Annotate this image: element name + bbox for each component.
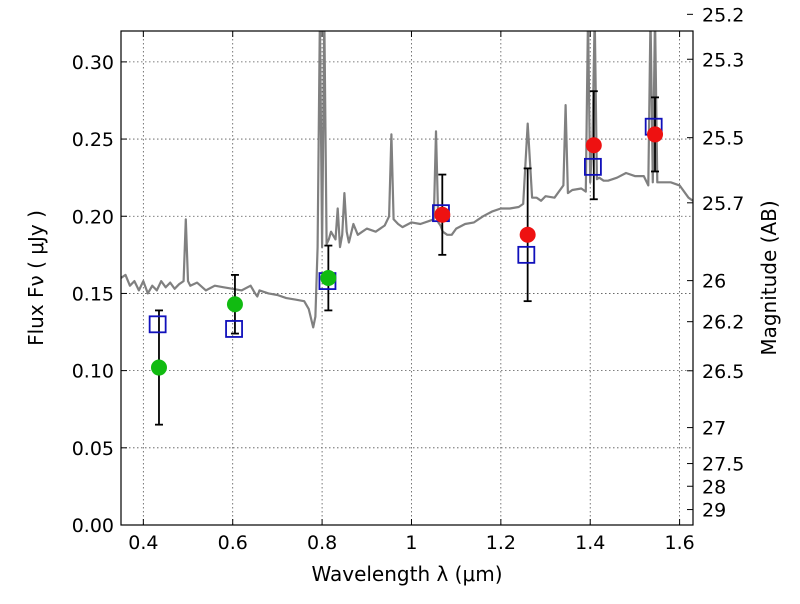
y-axis-label: Flux Fν ( μJy ) [24, 210, 48, 346]
model-photometry-square [584, 157, 602, 176]
flux-point [519, 226, 536, 243]
x-axis-ticks: 0.4 0.6 0.8 1 1.2 1.4 1.6 [128, 31, 695, 554]
flux-point [434, 206, 451, 223]
y-tick-label: 0.20 [72, 206, 114, 228]
right-tick-label: 25.7 [702, 193, 744, 215]
flux-point [647, 126, 664, 143]
model-photometry-square [517, 245, 536, 264]
right-tick-label: 29 [702, 500, 726, 522]
model-photometry-square [148, 315, 167, 334]
x-tick-label: 0.4 [128, 532, 158, 554]
x-tick-label: 1.6 [664, 532, 694, 554]
y-tick-label: 0.05 [72, 438, 114, 460]
right-tick-label: 28 [702, 476, 726, 498]
right-tick-label: 26.2 [702, 312, 744, 334]
right-axis-label: Magnitude (AB) [757, 200, 781, 355]
right-tick-label: 25.2 [702, 4, 744, 26]
right-tick-label: 26.5 [702, 361, 744, 383]
x-tick-label: 1 [405, 532, 417, 554]
grid-lines [121, 31, 693, 525]
x-axis-label: Wavelength λ (μm) [311, 562, 502, 586]
model-spectrum-series [121, 31, 693, 329]
y-axis-ticks: 0.00 0.05 0.10 0.15 0.20 0.25 0.30 [72, 52, 127, 537]
model-photometry-square [225, 320, 243, 338]
plot-frame [120, 30, 694, 526]
y-tick-label: 0.00 [72, 515, 114, 537]
right-tick-label: 27 [702, 418, 726, 440]
right-tick-label: 25.5 [702, 128, 744, 150]
x-tick-label: 0.8 [307, 532, 337, 554]
flux-point [150, 359, 167, 376]
x-tick-label: 1.4 [575, 532, 605, 554]
y-tick-label: 0.30 [72, 52, 114, 74]
flux-point [585, 137, 602, 154]
right-tick-label: 27.5 [702, 454, 744, 476]
x-tick-label: 0.6 [218, 532, 248, 554]
y-tick-label: 0.15 [72, 283, 114, 305]
right-tick-label: 25.3 [702, 49, 744, 71]
model-spectrum-line [121, 31, 693, 329]
flux-point [226, 296, 243, 313]
error-bars [154, 90, 660, 426]
y-tick-label: 0.10 [72, 361, 114, 383]
x-tick-label: 1.2 [486, 532, 516, 554]
data-markers [148, 117, 664, 376]
y-tick-label: 0.25 [72, 129, 114, 151]
right-tick-label: 26 [702, 271, 726, 293]
flux-point [320, 270, 337, 286]
